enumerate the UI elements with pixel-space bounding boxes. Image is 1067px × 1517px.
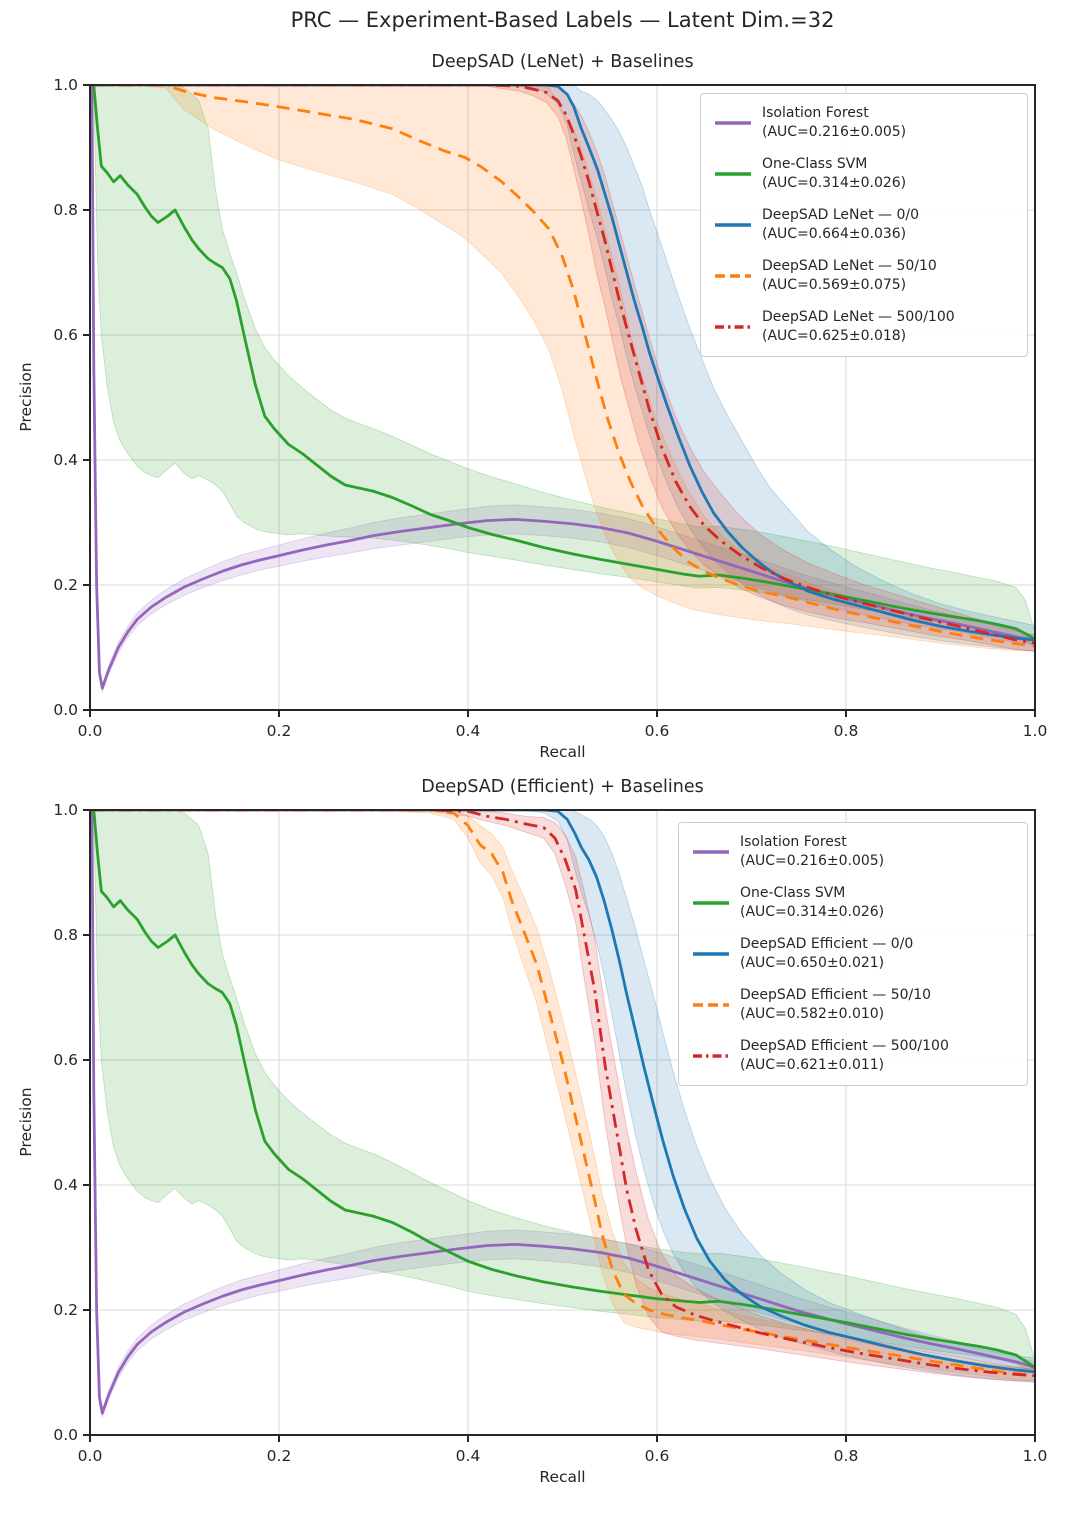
legend-entry: DeepSAD LeNet — 500/100 (AUC=0.625±0.018)	[714, 308, 1014, 346]
bottom-plot-ylabel: Precision	[17, 1087, 35, 1157]
legend-series-name: DeepSAD Efficient — 0/0	[740, 936, 914, 952]
y-tick-label: 0.4	[53, 1176, 78, 1194]
y-tick-label: 1.0	[53, 76, 78, 94]
legend-series-auc: (AUC=0.216±0.005)	[762, 124, 907, 140]
series-line	[90, 85, 1035, 648]
legend-line-swatch	[715, 172, 751, 176]
bottom-plot-legend: Isolation Forest (AUC=0.216±0.005) One-Cla…	[678, 822, 1028, 1086]
legend-series-name: DeepSAD LeNet — 500/100	[762, 309, 955, 325]
top-plot-ylabel: Precision	[17, 362, 35, 432]
y-tick-label: 0.8	[53, 201, 78, 219]
legend-series-name: DeepSAD LeNet — 50/10	[762, 258, 937, 274]
series-lines	[90, 810, 1035, 1415]
legend-line-swatch	[715, 223, 751, 227]
x-tick-label: 0.8	[833, 722, 859, 740]
x-tick-label: 0.2	[266, 1447, 292, 1465]
legend-entry: DeepSAD Efficient — 0/0 (AUC=0.650±0.021)	[692, 935, 1014, 973]
legend-line-swatch	[693, 952, 729, 956]
series-band	[93, 85, 1035, 647]
legend-series-auc: (AUC=0.625±0.018)	[762, 328, 907, 344]
legend-series-auc: (AUC=0.216±0.005)	[740, 853, 885, 869]
series-lines	[90, 85, 1035, 690]
legend-series-name: DeepSAD Efficient — 500/100	[740, 1038, 949, 1054]
bottom-plot-xlabel: Recall	[539, 1468, 586, 1486]
legend-entry: One-Class SVM (AUC=0.314±0.026)	[692, 884, 1014, 922]
legend-entry: DeepSAD LeNet — 0/0 (AUC=0.664±0.036)	[714, 206, 1014, 244]
series-line	[90, 85, 1035, 645]
legend-line-swatch	[693, 850, 729, 854]
legend-series-auc: (AUC=0.314±0.026)	[740, 904, 885, 920]
legend-line-swatch	[693, 1054, 729, 1058]
legend-line-swatch	[715, 121, 751, 125]
legend-line-swatch	[715, 274, 751, 278]
y-tick-label: 0.6	[53, 326, 78, 344]
legend-line-swatch	[693, 1003, 729, 1007]
y-tick-label: 0.2	[53, 576, 78, 594]
y-tick-label: 0.2	[53, 1301, 78, 1319]
series-line	[92, 810, 1035, 1369]
series-band	[90, 810, 1035, 1382]
x-tick-label: 0.2	[266, 722, 292, 740]
y-tick-label: 0.0	[53, 1426, 78, 1444]
y-tick-label: 1.0	[53, 801, 78, 819]
legend-entry: Isolation Forest (AUC=0.216±0.005)	[714, 104, 1014, 142]
legend-series-name: DeepSAD Efficient — 50/10	[740, 987, 932, 1003]
legend-line-swatch	[715, 325, 751, 329]
top-plot-title: DeepSAD (LeNet) + Baselines	[431, 52, 694, 72]
legend-series-auc: (AUC=0.650±0.021)	[740, 955, 885, 971]
top-plot-legend: Isolation Forest (AUC=0.216±0.005) One-Cla…	[700, 93, 1028, 357]
top-plot-xlabel: Recall	[539, 743, 586, 761]
legend-entry: One-Class SVM (AUC=0.314±0.026)	[714, 155, 1014, 193]
legend-series-name: DeepSAD LeNet — 0/0	[762, 207, 920, 223]
bottom-plot-title: DeepSAD (Efficient) + Baselines	[421, 777, 704, 797]
series-line	[90, 85, 1035, 642]
legend-series-name: One-Class SVM	[762, 156, 868, 172]
legend-series-name: Isolation Forest	[762, 105, 869, 121]
series-band	[91, 85, 1035, 694]
y-tick-label: 0.6	[53, 1051, 78, 1069]
x-tick-label: 0.8	[833, 1447, 859, 1465]
legend-entry: DeepSAD LeNet — 50/10 (AUC=0.569±0.075)	[714, 257, 1014, 295]
plot-spine	[89, 84, 1036, 711]
confidence-bands	[90, 810, 1035, 1419]
series-band	[90, 85, 1035, 652]
y-tick-label: 0.0	[53, 701, 78, 719]
x-tick-label: 1.0	[1022, 722, 1048, 740]
x-tick-label: 0.0	[77, 1447, 103, 1465]
y-tick-label: 0.4	[53, 451, 78, 469]
legend-entry: DeepSAD Efficient — 500/100 (AUC=0.621±0.…	[692, 1037, 1014, 1075]
legend-entry: DeepSAD Efficient — 50/10 (AUC=0.582±0.01…	[692, 986, 1014, 1024]
x-tick-label: 0.6	[644, 1447, 670, 1465]
series-band	[90, 810, 1035, 1382]
series-band	[90, 85, 1035, 652]
series-line	[90, 810, 1035, 1378]
legend-entry: Isolation Forest (AUC=0.216±0.005)	[692, 833, 1014, 871]
legend-series-auc: (AUC=0.569±0.075)	[762, 277, 907, 293]
series-band	[90, 810, 1035, 1383]
series-line	[90, 810, 1035, 1378]
legend-series-auc: (AUC=0.582±0.010)	[740, 1006, 885, 1022]
legend-series-auc: (AUC=0.314±0.026)	[762, 175, 907, 191]
x-tick-label: 0.0	[77, 722, 103, 740]
legend-line-swatch	[693, 901, 729, 905]
series-band	[91, 810, 1035, 1419]
legend-series-name: One-Class SVM	[740, 885, 846, 901]
legend-series-auc: (AUC=0.664±0.036)	[762, 226, 907, 242]
series-line	[90, 810, 1035, 1374]
series-band	[90, 85, 1035, 652]
x-tick-label: 0.4	[455, 722, 481, 740]
plot-spine	[89, 809, 1036, 1436]
y-tick-label: 0.8	[53, 926, 78, 944]
x-tick-label: 1.0	[1022, 1447, 1048, 1465]
legend-series-auc: (AUC=0.621±0.011)	[740, 1057, 885, 1073]
confidence-bands	[90, 85, 1035, 694]
x-tick-label: 0.6	[644, 722, 670, 740]
series-band	[93, 810, 1035, 1375]
figure-suptitle: PRC — Experiment-Based Labels — Latent D…	[290, 8, 835, 32]
x-tick-label: 0.4	[455, 1447, 481, 1465]
legend-series-name: Isolation Forest	[740, 834, 847, 850]
